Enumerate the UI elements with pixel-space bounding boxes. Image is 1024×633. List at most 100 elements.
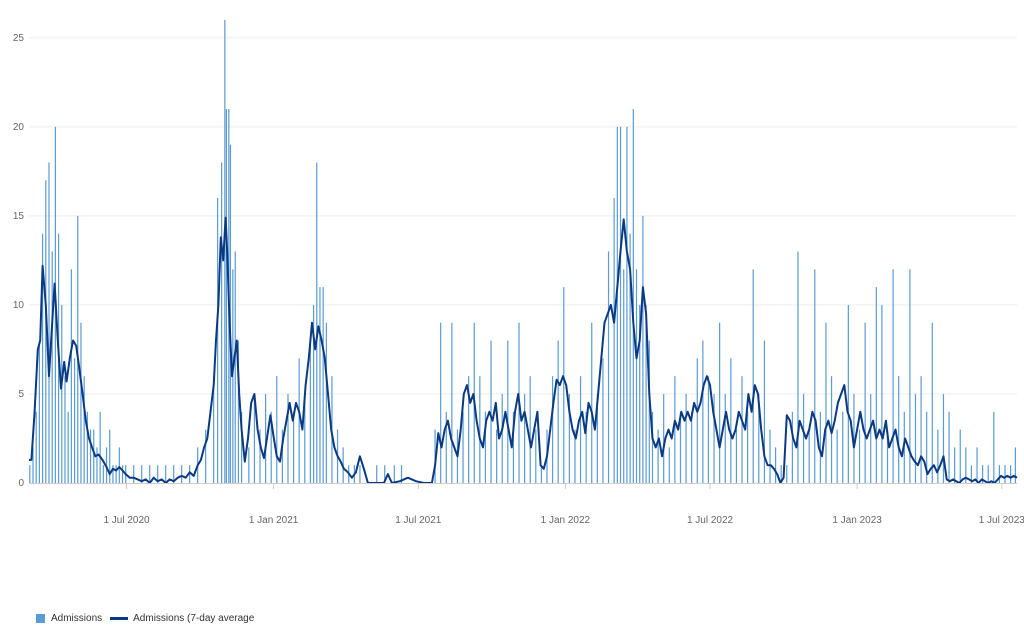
- admissions-bar[interactable]: [629, 233, 631, 483]
- admissions-bar[interactable]: [287, 393, 289, 483]
- admissions-bar[interactable]: [954, 447, 956, 483]
- admissions-bar[interactable]: [965, 447, 967, 483]
- admissions-bar[interactable]: [635, 269, 638, 483]
- admissions-bar[interactable]: [225, 109, 228, 484]
- admissions-bar[interactable]: [173, 465, 175, 483]
- admissions-bar[interactable]: [668, 447, 670, 483]
- admissions-bar[interactable]: [568, 393, 570, 483]
- legend-item-7-day-average[interactable]: Admissions (7-day average: [110, 613, 254, 624]
- admissions-bar[interactable]: [551, 376, 554, 483]
- admissions-bar[interactable]: [858, 429, 861, 483]
- admissions-bar[interactable]: [937, 429, 939, 483]
- admissions-bar[interactable]: [248, 447, 250, 483]
- admissions-bar[interactable]: [384, 465, 386, 483]
- admissions-bar[interactable]: [118, 447, 120, 483]
- admissions-bar[interactable]: [213, 376, 215, 483]
- admissions-bar[interactable]: [563, 287, 565, 483]
- admissions-bar[interactable]: [189, 465, 191, 483]
- admissions-bar[interactable]: [89, 429, 92, 483]
- admissions-bar[interactable]: [102, 465, 104, 483]
- admissions-bar[interactable]: [758, 393, 760, 483]
- admissions-bar[interactable]: [445, 411, 447, 483]
- admissions-bar[interactable]: [632, 109, 634, 484]
- admissions-bar[interactable]: [312, 304, 315, 483]
- admissions-bar[interactable]: [64, 376, 66, 483]
- admissions-bar[interactable]: [67, 411, 69, 483]
- admissions-bar[interactable]: [886, 429, 889, 483]
- admissions-bar[interactable]: [791, 411, 793, 483]
- admissions-bar[interactable]: [484, 411, 487, 483]
- admissions-bar[interactable]: [735, 429, 738, 483]
- legend-item-admissions[interactable]: Admissions: [36, 613, 102, 624]
- admissions-bar[interactable]: [814, 269, 816, 483]
- admissions-bar[interactable]: [73, 358, 76, 483]
- admissions-bar[interactable]: [540, 465, 542, 483]
- admissions-bar[interactable]: [270, 411, 272, 483]
- admissions-bar[interactable]: [121, 465, 124, 483]
- admissions-bar[interactable]: [523, 393, 526, 483]
- admissions-bar[interactable]: [468, 376, 470, 483]
- admissions-bar[interactable]: [719, 322, 721, 483]
- admissions-bar[interactable]: [926, 411, 928, 483]
- admissions-bar[interactable]: [462, 411, 464, 483]
- admissions-bar[interactable]: [679, 411, 682, 483]
- admissions-bar[interactable]: [80, 322, 82, 483]
- admissions-bar[interactable]: [691, 411, 693, 483]
- admissions-bar[interactable]: [993, 411, 995, 483]
- admissions-bar[interactable]: [920, 376, 922, 483]
- admissions-bar[interactable]: [864, 322, 866, 483]
- admissions-bar[interactable]: [752, 269, 754, 483]
- admissions-bar[interactable]: [292, 411, 295, 483]
- admissions-bar[interactable]: [741, 376, 743, 483]
- admissions-bar[interactable]: [265, 393, 267, 483]
- admissions-bar[interactable]: [501, 393, 503, 483]
- admissions-bar[interactable]: [319, 287, 321, 483]
- admissions-bar[interactable]: [769, 429, 771, 483]
- admissions-bar[interactable]: [702, 340, 704, 483]
- admissions-bar[interactable]: [400, 465, 403, 483]
- admissions-bar[interactable]: [535, 429, 537, 483]
- admissions-bar[interactable]: [41, 233, 44, 483]
- admissions-bar[interactable]: [707, 376, 710, 483]
- admissions-bar[interactable]: [557, 340, 559, 483]
- admissions-bar[interactable]: [1014, 447, 1017, 483]
- admissions-bar[interactable]: [648, 340, 650, 483]
- admissions-bar[interactable]: [241, 411, 243, 483]
- admissions-bar[interactable]: [359, 465, 361, 483]
- admissions-bar[interactable]: [32, 447, 34, 483]
- admissions-bar[interactable]: [298, 358, 300, 483]
- admissions-bar[interactable]: [626, 126, 628, 483]
- admissions-bar[interactable]: [281, 429, 283, 483]
- admissions-bar[interactable]: [29, 465, 31, 483]
- admissions-bar[interactable]: [931, 322, 933, 483]
- admissions-bar[interactable]: [276, 376, 278, 483]
- admissions-bar[interactable]: [221, 162, 223, 483]
- admissions-bar[interactable]: [496, 429, 498, 483]
- admissions-bar[interactable]: [942, 393, 945, 483]
- admissions-bar[interactable]: [613, 198, 615, 484]
- admissions-bar[interactable]: [780, 465, 782, 483]
- admissions-bar[interactable]: [259, 429, 261, 483]
- admissions-bar[interactable]: [45, 180, 47, 483]
- admissions-bar[interactable]: [253, 393, 256, 483]
- admissions-bar[interactable]: [639, 304, 641, 483]
- admissions-bar[interactable]: [657, 429, 659, 483]
- admissions-bar[interactable]: [870, 393, 872, 483]
- admissions-bar[interactable]: [616, 126, 618, 483]
- admissions-bar[interactable]: [99, 411, 101, 483]
- admissions-bar[interactable]: [35, 411, 37, 483]
- admissions-bar[interactable]: [651, 411, 654, 483]
- admissions-bar[interactable]: [819, 411, 821, 483]
- admissions-bar[interactable]: [836, 429, 838, 483]
- admissions-bar[interactable]: [77, 215, 79, 483]
- admissions-bar[interactable]: [585, 411, 587, 483]
- admissions-bar[interactable]: [1010, 465, 1012, 483]
- admissions-bar[interactable]: [490, 340, 492, 483]
- admissions-bar[interactable]: [875, 287, 877, 483]
- admissions-bar[interactable]: [763, 340, 766, 483]
- seven-day-average-path[interactable]: [29, 216, 1018, 484]
- admissions-bar[interactable]: [507, 340, 509, 483]
- admissions-bar[interactable]: [224, 20, 226, 483]
- admissions-bar[interactable]: [70, 269, 72, 483]
- admissions-bar[interactable]: [512, 411, 515, 483]
